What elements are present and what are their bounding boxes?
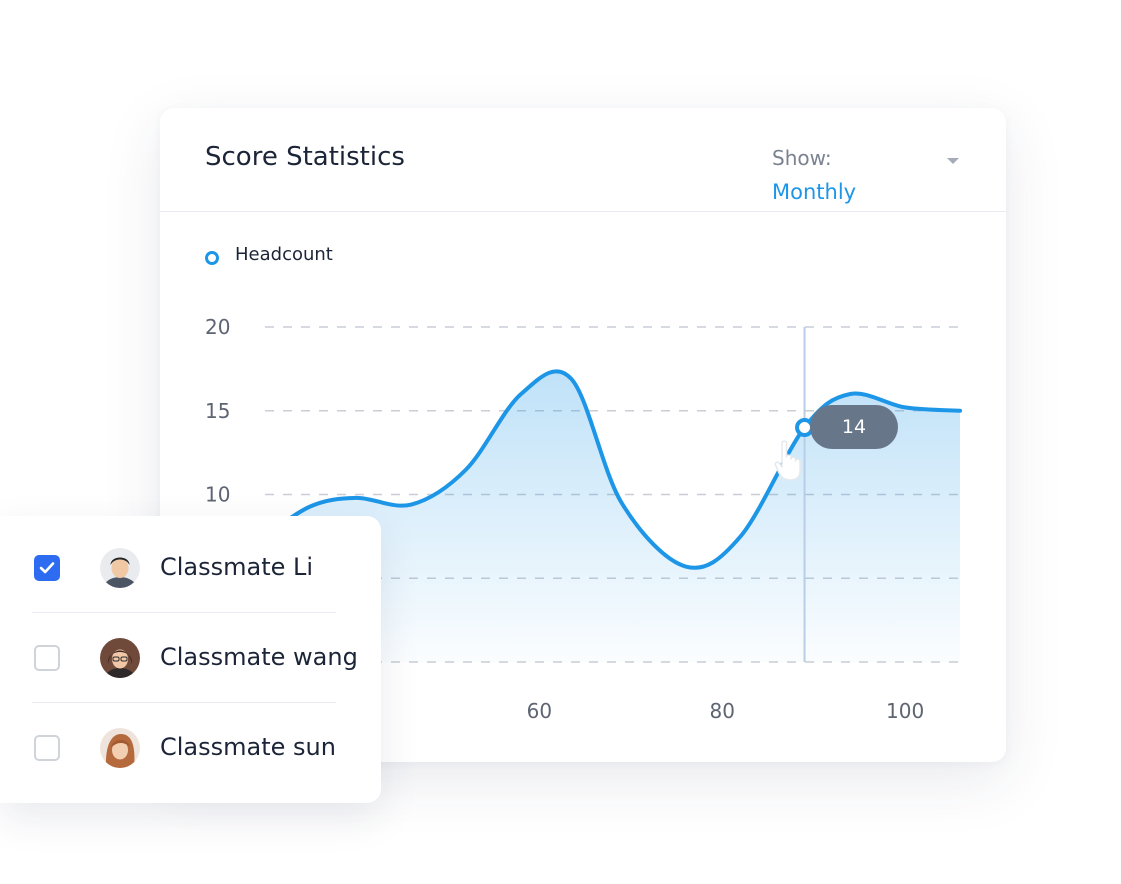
value-tooltip: 14 — [810, 405, 898, 449]
classmate-name: Classmate wang — [160, 643, 358, 671]
y-tick-label: 15 — [205, 399, 230, 423]
check-icon — [39, 562, 55, 574]
classmate-list: Classmate Li Classmate wang — [0, 516, 381, 803]
row-divider — [32, 612, 336, 613]
avatar — [100, 638, 140, 678]
avatar — [100, 548, 140, 588]
legend-marker-icon — [205, 251, 219, 265]
x-tick-label: 80 — [710, 699, 735, 723]
checkbox[interactable] — [34, 735, 60, 761]
series-line — [263, 369, 962, 570]
show-period-select[interactable]: Show: Monthly — [772, 146, 967, 210]
show-value[interactable]: Monthly — [772, 180, 857, 204]
card-header: Score Statistics Show: Monthly — [160, 108, 1006, 212]
list-item[interactable]: Classmate wang — [0, 613, 381, 703]
classmate-name: Classmate sun — [160, 733, 336, 761]
avatar — [100, 728, 140, 768]
list-item[interactable]: Classmate sun — [0, 703, 381, 793]
classmate-name: Classmate Li — [160, 553, 314, 581]
list-item[interactable]: Classmate Li — [0, 523, 381, 613]
row-divider — [32, 702, 336, 703]
hand-cursor-icon — [774, 440, 801, 481]
checkbox[interactable] — [34, 555, 60, 581]
card-title: Score Statistics — [205, 142, 405, 172]
x-tick-label: 100 — [886, 699, 924, 723]
caret-down-icon[interactable] — [947, 158, 959, 164]
series-area-fill — [265, 371, 960, 662]
show-label: Show: — [772, 146, 832, 170]
x-axis-ticks: 60 80 100 — [527, 699, 925, 723]
x-tick-label: 60 — [527, 699, 552, 723]
checkbox[interactable] — [34, 645, 60, 671]
y-tick-label: 20 — [205, 315, 230, 339]
legend-label: Headcount — [235, 244, 333, 265]
y-axis-ticks: 20 15 10 — [205, 315, 230, 507]
y-tick-label: 10 — [205, 483, 230, 507]
